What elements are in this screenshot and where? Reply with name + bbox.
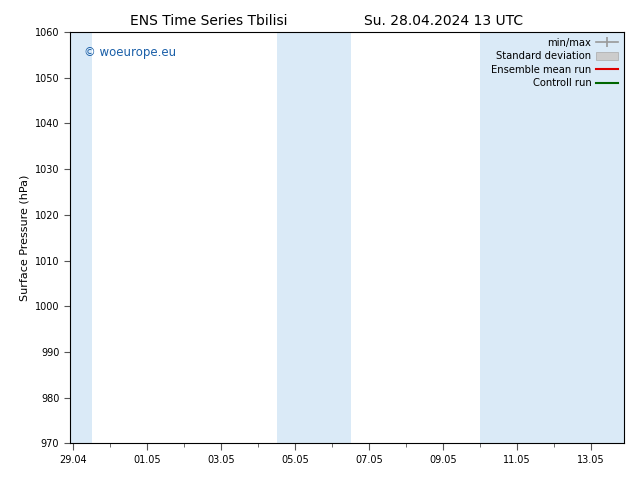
Text: Su. 28.04.2024 13 UTC: Su. 28.04.2024 13 UTC <box>365 14 523 28</box>
Text: ENS Time Series Tbilisi: ENS Time Series Tbilisi <box>131 14 288 28</box>
Y-axis label: Surface Pressure (hPa): Surface Pressure (hPa) <box>19 174 29 301</box>
Bar <box>70 32 92 443</box>
Bar <box>481 32 624 443</box>
Legend: min/max, Standard deviation, Ensemble mean run, Controll run: min/max, Standard deviation, Ensemble me… <box>488 34 623 92</box>
Bar <box>277 32 351 443</box>
Text: © woeurope.eu: © woeurope.eu <box>84 46 176 59</box>
